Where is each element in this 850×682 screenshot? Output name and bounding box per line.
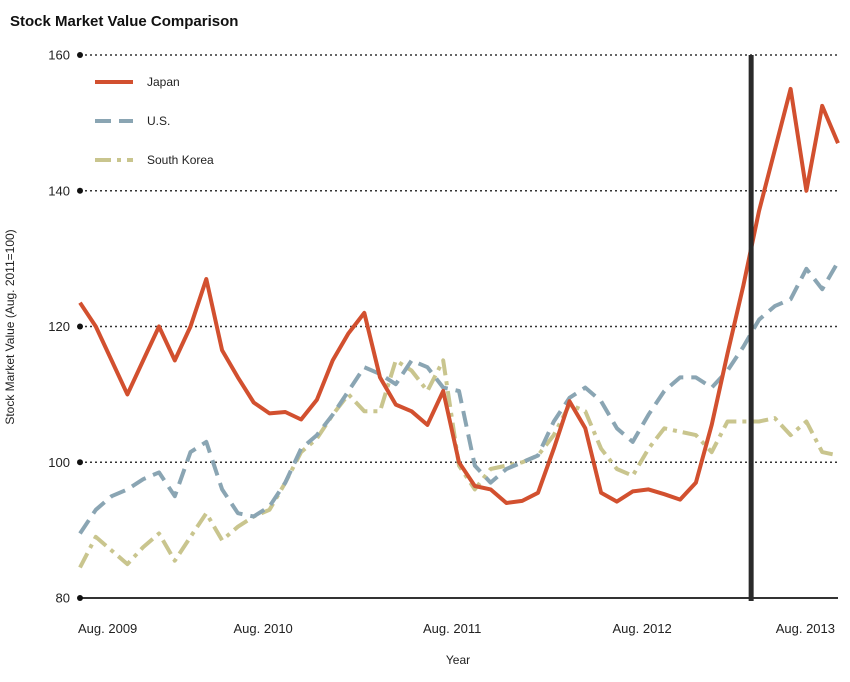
y-tick-label: 100 xyxy=(48,455,70,470)
y-tick-dot xyxy=(77,323,83,330)
x-tick-label: Aug. 2011 xyxy=(423,621,481,636)
y-tick-dot xyxy=(77,459,83,466)
x-tick-label: Aug. 2012 xyxy=(613,621,672,636)
x-tick-label: Aug. 2009 xyxy=(78,621,137,636)
y-tick-dot xyxy=(77,52,83,58)
x-axis-title: Year xyxy=(446,653,470,667)
legend-label: South Korea xyxy=(147,153,214,167)
y-tick-dot xyxy=(77,595,83,601)
legend-label: U.S. xyxy=(147,114,170,128)
y-tick-label: 80 xyxy=(56,591,70,606)
legend-label: Japan xyxy=(147,75,180,89)
series-lines xyxy=(78,86,840,569)
y-tick-label: 140 xyxy=(48,183,70,198)
y-tick-label: 120 xyxy=(48,319,70,334)
x-axis-ticks: Aug. 2009 Aug. 2010 Aug. 2011 Aug. 2012 Aug.… xyxy=(78,621,835,636)
chart-title: Stock Market Value Comparison xyxy=(10,13,239,30)
x-tick-label: Aug. 2013 xyxy=(776,621,835,636)
y-axis-ticks: 80 100 120 140 160 xyxy=(48,48,83,606)
x-tick-label: Aug. 2010 xyxy=(234,621,293,636)
gridlines xyxy=(80,54,838,599)
series-line-u-s- xyxy=(78,260,840,535)
y-axis-title: Stock Market Value (Aug. 2011=100) xyxy=(3,229,17,424)
series-line-japan xyxy=(78,86,840,505)
y-tick-dot xyxy=(77,187,83,194)
y-tick-label: 160 xyxy=(48,48,70,63)
legend: Japan U.S. South Korea xyxy=(95,75,214,167)
